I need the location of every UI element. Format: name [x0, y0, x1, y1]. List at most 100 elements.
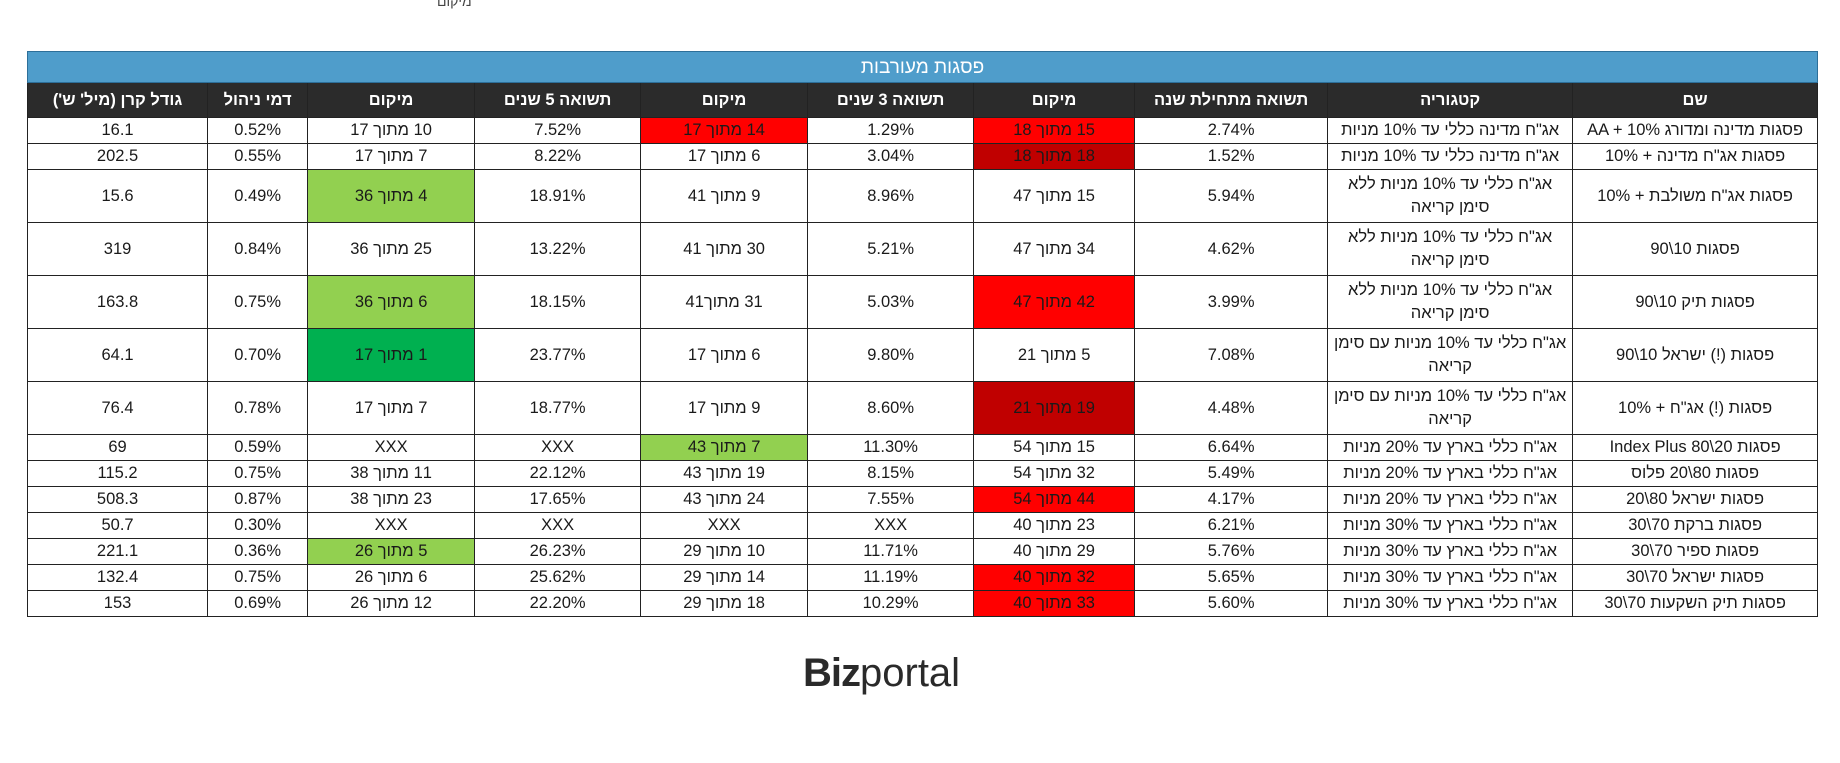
cell-5y-return: 18.77% [474, 381, 642, 435]
cell-3y-rank: 14 מתוך 17 [640, 117, 809, 144]
header-category: קטגוריה [1327, 82, 1574, 118]
cell-ytd-rank: 19 מתוך 21 [973, 381, 1136, 435]
cell-fund-size: 15.6 [26, 169, 209, 223]
cell-ytd-return: 6.21% [1134, 512, 1329, 539]
cell-5y-rank: 11 מתוך 38 [307, 460, 476, 487]
cell-5y-return: 17.65% [474, 486, 642, 513]
cell-ytd-rank: 15 מתוך 47 [973, 169, 1136, 223]
funds-table-wrapper: פסגות מעורבות שם קטגוריה תשואה מתחילת שנ… [26, 51, 1819, 617]
cell-name: פסגות תיק 10\90 [1572, 275, 1819, 329]
header-ytd-rank: מיקום [973, 82, 1136, 118]
cell-management-fee: 0.49% [207, 169, 309, 223]
table-row: פסגות ישראל 80\20 אג"ח כללי בארץ עד 20% מ… [26, 486, 1819, 513]
cell-5y-rank: 12 מתוך 26 [307, 590, 476, 617]
cell-3y-rank: 24 מתוך 43 [640, 486, 809, 513]
cell-category: אג"ח כללי עד 10% מניות ללא סימן קריאה [1327, 275, 1574, 329]
cell-management-fee: 0.52% [207, 117, 309, 144]
cell-name: פסגות אג"ח מדינה + 10% [1572, 143, 1819, 170]
cell-ytd-rank: 5 מתוך 21 [973, 328, 1136, 382]
table-body: פסגות מדינה ומדורג AA + 10% אג"ח מדינה כל… [26, 117, 1819, 617]
cell-5y-return: 23.77% [474, 328, 642, 382]
cell-category: אג"ח כללי עד 10% מניות ללא סימן קריאה [1327, 169, 1574, 223]
cell-3y-rank: 9 מתוך 17 [640, 381, 809, 435]
table-row: פסגות ישראל 70\30 אג"ח כללי בארץ עד 30% מ… [26, 564, 1819, 591]
cell-category: אג"ח מדינה כללי עד 10% מניות [1327, 143, 1574, 170]
cell-fund-size: 202.5 [26, 143, 209, 170]
cell-3y-return: 11.19% [807, 564, 975, 591]
cell-3y-rank: 10 מתוך 29 [640, 538, 809, 565]
logo-bold-text: Biz [803, 651, 861, 695]
cell-3y-return: 9.80% [807, 328, 975, 382]
cell-category: אג"ח כללי עד 10% מניות עם סימן קריאה [1327, 328, 1574, 382]
cell-management-fee: 0.87% [207, 486, 309, 513]
cell-3y-return: 11.71% [807, 538, 975, 565]
cell-ytd-rank: 34 מתוך 47 [973, 222, 1136, 276]
cell-management-fee: 0.30% [207, 512, 309, 539]
header-5y-rank: מיקום [307, 82, 476, 118]
cell-fund-size: 69 [26, 434, 209, 461]
header-management-fee: דמי ניהול [207, 82, 309, 118]
cell-5y-return: XXX [474, 512, 642, 539]
cell-management-fee: 0.78% [207, 381, 309, 435]
cell-5y-return: 18.91% [474, 169, 642, 223]
cell-ytd-return: 5.94% [1134, 169, 1329, 223]
cell-5y-rank: 7 מתוך 17 [307, 143, 476, 170]
cell-management-fee: 0.36% [207, 538, 309, 565]
cell-5y-rank: 23 מתוך 38 [307, 486, 476, 513]
logo-regular-text: portal [860, 651, 961, 695]
cell-ytd-rank: 15 מתוך 54 [973, 434, 1136, 461]
cell-3y-return: 1.29% [807, 117, 975, 144]
cell-management-fee: 0.59% [207, 434, 309, 461]
cell-name: פסגות ישראל 80\20 [1572, 486, 1819, 513]
cell-category: אג"ח כללי עד 10% מניות עם סימן קריאה [1327, 381, 1574, 435]
cell-3y-return: 8.60% [807, 381, 975, 435]
table-row: פסגות 80\20 פלוס אג"ח כללי בארץ עד 20% מנ… [26, 460, 1819, 487]
cell-5y-return: 13.22% [474, 222, 642, 276]
cell-name: פסגות 80\20 פלוס [1572, 460, 1819, 487]
cell-3y-rank: 9 מתוך 41 [640, 169, 809, 223]
cell-ytd-return: 5.65% [1134, 564, 1329, 591]
cell-name: פסגות אג"ח משולבת + 10% [1572, 169, 1819, 223]
cell-ytd-return: 3.99% [1134, 275, 1329, 329]
cell-management-fee: 0.69% [207, 590, 309, 617]
cell-3y-return: 7.55% [807, 486, 975, 513]
table-row: פסגות אג"ח מדינה + 10% אג"ח מדינה כללי עד… [26, 143, 1819, 170]
cell-ytd-return: 6.64% [1134, 434, 1329, 461]
cell-ytd-return: 4.17% [1134, 486, 1329, 513]
cell-fund-size: 115.2 [26, 460, 209, 487]
table-row: פסגות (!) ישראל 10\90 אג"ח כללי עד 10% מנ… [26, 328, 1819, 382]
cell-name: פסגות תיק השקעות 70\30 [1572, 590, 1819, 617]
cell-category: אג"ח כללי בארץ עד 30% מניות [1327, 512, 1574, 539]
cell-5y-rank: 6 מתוך 26 [307, 564, 476, 591]
cell-3y-rank: 18 מתוך 29 [640, 590, 809, 617]
cell-5y-rank: 1 מתוך 17 [307, 328, 476, 382]
cell-5y-return: 25.62% [474, 564, 642, 591]
cell-3y-return: 3.04% [807, 143, 975, 170]
table-row: פסגות תיק השקעות 70\30 אג"ח כללי בארץ עד … [26, 590, 1819, 617]
cell-5y-return: 22.20% [474, 590, 642, 617]
cell-fund-size: 319 [26, 222, 209, 276]
cell-3y-return: 5.21% [807, 222, 975, 276]
table-row: פסגות (!) אג"ח + 10% אג"ח כללי עד 10% מני… [26, 381, 1819, 435]
table-title: פסגות מעורבות [26, 51, 1819, 83]
cell-5y-rank: 5 מתוך 26 [307, 538, 476, 565]
cell-ytd-return: 5.60% [1134, 590, 1329, 617]
table-header-row: שם קטגוריה תשואה מתחילת שנה מיקום תשואה … [26, 82, 1819, 118]
cell-3y-return: 10.29% [807, 590, 975, 617]
cell-management-fee: 0.75% [207, 564, 309, 591]
cell-management-fee: 0.75% [207, 275, 309, 329]
cell-5y-rank: 10 מתוך 17 [307, 117, 476, 144]
cell-name: פסגות (!) ישראל 10\90 [1572, 328, 1819, 382]
cell-ytd-return: 5.49% [1134, 460, 1329, 487]
table-row: פסגות 10\90 אג"ח כללי עד 10% מניות ללא סי… [26, 222, 1819, 276]
bizportal-logo: Biz portal [803, 651, 961, 695]
table-title-row: פסגות מעורבות [26, 51, 1819, 83]
cell-category: אג"ח כללי בארץ עד 30% מניות [1327, 590, 1574, 617]
cell-ytd-return: 1.52% [1134, 143, 1329, 170]
cell-ytd-rank: 23 מתוך 40 [973, 512, 1136, 539]
cell-category: אג"ח כללי בארץ עד 20% מניות [1327, 460, 1574, 487]
cell-fund-size: 221.1 [26, 538, 209, 565]
table-row: פסגות אג"ח משולבת + 10% אג"ח כללי עד 10% … [26, 169, 1819, 223]
header-ytd-return: תשואה מתחילת שנה [1134, 82, 1329, 118]
